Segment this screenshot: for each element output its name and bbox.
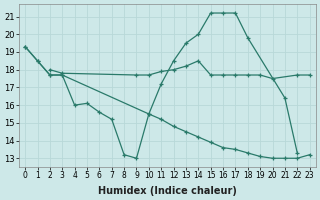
- X-axis label: Humidex (Indice chaleur): Humidex (Indice chaleur): [98, 186, 237, 196]
